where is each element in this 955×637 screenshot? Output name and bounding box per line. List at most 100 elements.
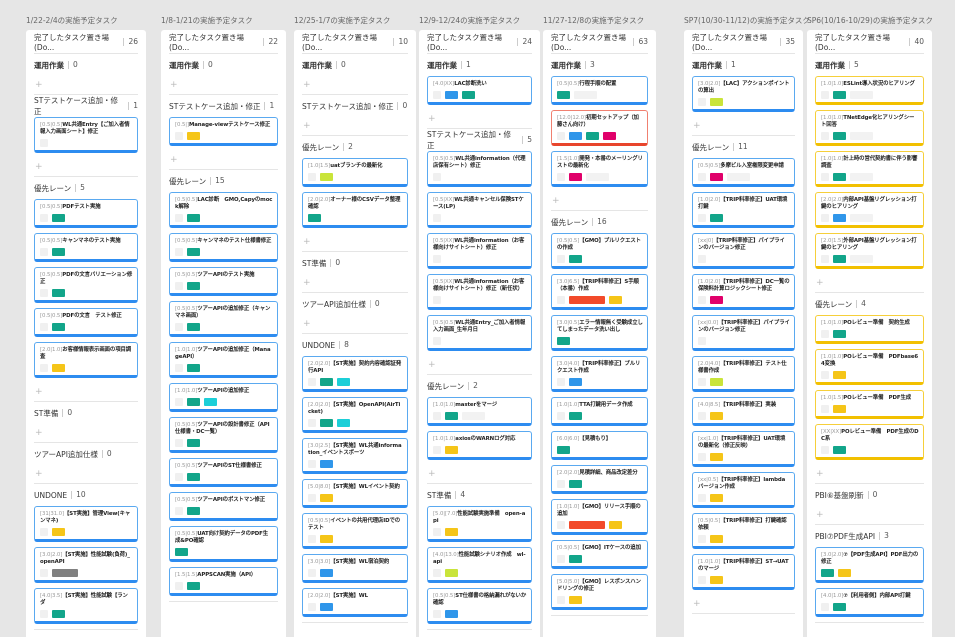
task-card[interactable]: [2.0|2.0]内部API基盤リグレッション打鍵のヒアリング [815,192,924,228]
task-card[interactable]: [5.0|8.0]【ST実施】WLイベント契約 [302,479,408,508]
lane-header[interactable]: 優先レーン 11 [692,136,795,158]
task-card[interactable]: [XX|XX]POレビュー準備 PDF生成のDC系 [815,424,924,460]
add-card-button[interactable]: + [428,469,436,479]
add-card-button[interactable]: + [35,387,43,397]
task-card[interactable]: [3.0|2.0]⑦【PDF生成API】PDF出力の修正 [815,547,924,583]
task-card[interactable]: [0.5|0.5]ツアーAPIのST仕様書修正 [169,458,278,487]
lane-header[interactable]: 優先レーン 4 [815,293,924,315]
lane-header[interactable]: PBI⑥基盤刷新 0 [815,484,924,506]
lane-header[interactable]: UNDONE 8 [302,334,408,356]
add-card-button[interactable]: + [428,114,436,124]
add-card-button[interactable]: + [35,428,43,438]
task-card[interactable]: [31|31.0]【ST実施】管理View(キャンマネ) [34,506,138,542]
task-card[interactable]: [0.5|]Manage-viewテストケース修正 [169,117,278,146]
add-card-button[interactable]: + [816,278,824,288]
task-card[interactable]: [3.0|6.5]【TRIP料率修正】S手順（本番）作成 [551,274,648,310]
add-card-button[interactable]: + [170,155,178,165]
done-lane-header[interactable]: 完了したタスク置き場(Do... 63 [551,30,648,54]
task-card[interactable]: [1.0|1.0]POレビュー準備 契約生成 [815,315,924,344]
lane-header[interactable]: STテストケース追加・修正 5 [427,129,532,151]
lane-header[interactable]: 運用作業 0 [302,54,408,76]
task-card[interactable]: [3.0|3.0]【ST実施】WL宿泊契約 [302,554,408,583]
add-card-button[interactable]: + [428,360,436,370]
task-card[interactable]: [4.0|8.5]【TRIP料率修正】実装 [692,397,795,426]
lane-header[interactable]: 優先レーン 15 [169,170,278,192]
task-card[interactable]: [0.5|0.5]WL共通Entry【ご加入者情報入力画面シート】修正 [34,117,138,153]
add-card-button[interactable]: + [35,469,43,479]
task-card[interactable]: [2.0|2.0]【ST実施】OpenAPI(AirTicket) [302,397,408,433]
task-card[interactable]: [1.0|1.0]【TRIP料率修正】ST→UATのマージ [692,554,795,590]
task-card[interactable]: [4.0|XX]LAC診断洗い [427,76,532,105]
lane-header[interactable]: 優先レーン 2 [302,136,408,158]
lane-header[interactable]: ST準備 0 [34,402,138,424]
task-card[interactable]: [1.0|1.0]【GMO】リリース手順の追加 [551,499,648,535]
add-card-button[interactable]: + [303,80,311,90]
lane-header[interactable]: 運用作業 5 [815,54,924,76]
done-lane-header[interactable]: 完了したタスク置き場(Do... 24 [427,30,532,54]
done-lane-header[interactable]: 完了したタスク置き場(Do... 40 [815,30,924,54]
task-card[interactable]: [0.5|0.5]多摩ビル入室権限変更申請 [692,158,795,187]
lane-header[interactable]: ST準備 4 [427,484,532,506]
task-card[interactable]: [4.0|3.5]【ST実施】性能試験【ランダ [34,588,138,624]
done-lane-header[interactable]: 完了したタスク置き場(Do... 26 [34,30,138,54]
task-card[interactable]: [xx|0.5]【TRIP料率修正】lambdaバージョン作成 [692,472,795,508]
task-card[interactable]: [0.5|0.5]WL共通information（代理店保有シート）修正 [427,151,532,187]
task-card[interactable]: [1.0|1.0]POレビュー準備 PDFbase64変換 [815,349,924,385]
task-card[interactable]: [0.5|0.5]キャンマネのテスト実施 [34,233,138,262]
task-card[interactable]: [2.0|2.0]見積詳細、商品改定差分 [551,465,648,494]
done-lane-header[interactable]: 完了したタスク置き場(Do... 35 [692,30,795,54]
task-card[interactable]: [0.5|0.5]ツアーAPIのテスト実施 [169,267,278,296]
task-card[interactable]: [1.0|1.0]axiosのWARNログ対応 [427,431,532,460]
task-card[interactable]: [1.0|1.0]TNetEdge化ヒアリングシート回答 [815,110,924,146]
task-card[interactable]: [xx|1.0]【TRIP料率修正】UAT環境の最新化（修正反映） [692,431,795,467]
task-card[interactable]: [0.5|0.5]ST仕様書の格納漏れがないか確認 [427,588,532,624]
task-card[interactable]: [0.5|0.5]WL共通Entry_ご加入者情報入力画面_生年月日 [427,315,532,351]
lane-header[interactable]: 優先レーン 16 [551,211,648,233]
add-card-button[interactable]: + [693,599,701,609]
task-card[interactable]: [2.0|4.0]【TRIP料率修正】テスト仕様書作成 [692,356,795,392]
task-card[interactable]: [6.0|6.0]【見積もり】 [551,431,648,460]
scrollbar-area[interactable] [933,0,955,637]
task-card[interactable]: [0.5|0.5]LAC診断 GMO,Capyのmock解除 [169,192,278,228]
task-card[interactable]: [0.5|0.5]【GMO】プルリクエストの作成 [551,233,648,269]
task-card[interactable]: [0.5|0.5]行程手順の配置 [551,76,648,105]
task-card[interactable]: [xx|0]【TRIP料率修正】パイプラインのバージョン修正 [692,233,795,269]
lane-header[interactable]: 運用作業 1 [692,54,795,76]
task-card[interactable]: [0.5|0.5]ツアーAPIの設計書修正（API仕様書・DC一覧） [169,417,278,453]
task-card[interactable]: [2.0|2.0]【ST実施】契約内容確認証発行API [302,356,408,392]
task-card[interactable]: [3.0|4.0]【TRIP料率修正】プルリクエスト作成 [551,356,648,392]
task-card[interactable]: [5.0|5.0]【GMO】レスポンスハンドリングの修正 [551,574,648,610]
task-card[interactable]: [1.0|1.0]ツアーAPIの追加修正 [169,383,278,412]
task-card[interactable]: [1.0|1.0]masterをマージ [427,397,532,426]
lane-header[interactable]: 運用作業 0 [34,54,138,76]
task-card[interactable]: [0.5|0.5]【TRIP料率修正】打鍵確認依頼 [692,513,795,549]
task-card[interactable]: [3.0|2.0]【ST実施】性能試験(負荷)_openAPI [34,547,138,583]
task-card[interactable]: [0.5|0.5]ツアーAPIの追加修正（キャンマネ画面） [169,301,278,337]
lane-header[interactable]: ツアーAPI追加仕様 0 [34,443,138,465]
lane-header[interactable]: 運用作業 0 [169,54,278,76]
task-card[interactable]: [0.5|XX]WL共通information（お客様向けサイトシート）修正 [427,233,532,269]
lane-header[interactable]: ツアーAPI追加仕様 0 [302,293,408,315]
task-card[interactable]: [3.0|0.5]エラー情報無く受験成立してしまったデータ洗い出し [551,315,648,351]
lane-header[interactable]: 運用作業 3 [551,54,648,76]
task-card[interactable]: [1.0|1.5]uatブランチの最新化 [302,158,408,187]
task-card[interactable]: [1.5|1.0]開発・本番のメーリングリストの最新化 [551,151,648,187]
task-card[interactable]: [1.0|2.0]【TRIP料率修正】UAT環境打鍵 [692,192,795,228]
task-card[interactable]: [0.5|0.5]PDFの文言バリエーション修正 [34,267,138,303]
add-card-button[interactable]: + [303,237,311,247]
task-card[interactable]: [4.0|1.0]⑦【利用者側】内部API打鍵 [815,588,924,617]
add-card-button[interactable]: + [35,80,43,90]
lane-header[interactable]: UNDONE 10 [34,484,138,506]
add-card-button[interactable]: + [303,121,311,131]
done-lane-header[interactable]: 完了したタスク置き場(Do... 22 [169,30,278,54]
task-card[interactable]: [4.0|13.0]性能試験シナリオ作成 wl-api [427,547,532,583]
add-card-button[interactable]: + [35,162,43,172]
task-card[interactable]: [1.5|1.5]APPSCAN実施（API） [169,567,278,596]
task-card[interactable]: [5.0|[7.0]性能試験実施準備 open-api [427,506,532,542]
task-card[interactable]: [0.5|0.5]【GMO】ITケースの追加 [551,540,648,569]
lane-header[interactable]: ST準備 0 [302,252,408,274]
task-card[interactable]: [2.0|2.0]オーナー様のCSVデータ整理確認 [302,192,408,228]
task-card[interactable]: [0.5|0.5]ツアーAPIのポストマン修正 [169,492,278,521]
lane-header[interactable]: 優先レーン 2 [427,375,532,397]
add-card-button[interactable]: + [170,80,178,90]
